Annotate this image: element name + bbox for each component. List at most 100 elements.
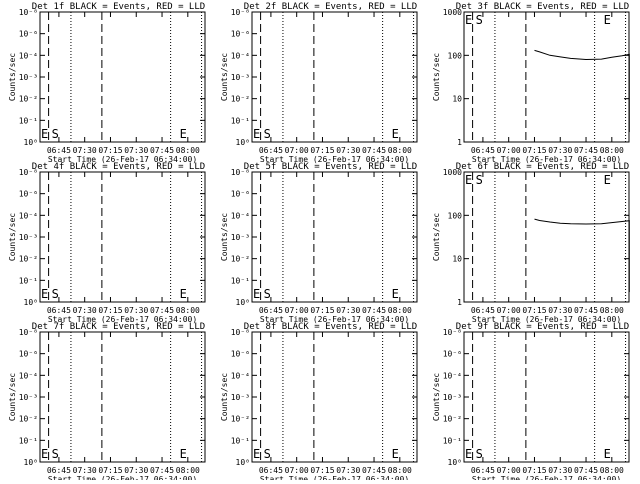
x-tick-label: 06:45: [259, 306, 283, 315]
x-tick-label: 07:00: [497, 146, 521, 155]
x-tick-label: 06:45: [259, 146, 283, 155]
x-tick-label: 06:45: [471, 466, 495, 475]
marker-e-left: E: [41, 447, 48, 461]
chart-title-6: Det 6f BLACK = Events, RED = LLD: [456, 162, 629, 172]
y-tick-label: 10⁻²: [19, 255, 38, 264]
y-tick-label: 10⁰: [236, 298, 250, 307]
x-tick-label: 08:00: [388, 466, 412, 475]
x-tick-label: 07:45: [150, 306, 174, 315]
chart-title-1: Det 1f BLACK = Events, RED = LLD: [32, 2, 205, 12]
x-axis-label: Start Time (26-Feb-17 06:34:00): [260, 155, 409, 164]
y-tick-label: 10⁰: [236, 138, 250, 147]
y-tick-label: 1: [457, 298, 462, 307]
x-tick-label: 08:00: [600, 306, 624, 315]
marker-e-left: E: [253, 287, 260, 301]
x-tick-label: 07:45: [362, 306, 386, 315]
chart-title-2: Det 2f BLACK = Events, RED = LLD: [244, 2, 417, 12]
marker-e-left: E: [41, 287, 48, 301]
marker-e-left: E: [41, 127, 48, 141]
chart-title-5: Det 5f BLACK = Events, RED = LLD: [244, 162, 417, 172]
y-tick-label: 10⁰: [24, 458, 38, 467]
y-tick-label: 10⁻³: [19, 233, 38, 242]
y-tick-label: 10⁻⁴: [231, 51, 250, 60]
y-tick-label: 10⁻⁶: [443, 350, 462, 359]
plot-frame: [251, 171, 418, 303]
x-tick-label: 08:00: [176, 466, 200, 475]
chart-title-4: Det 4f BLACK = Events, RED = LLD: [32, 162, 205, 172]
y-tick-label: 10⁻²: [231, 415, 250, 424]
y-axis-label: Counts/sec: [220, 53, 229, 101]
y-tick-label: 10⁻¹: [231, 436, 250, 445]
chart-title-7: Det 7f BLACK = Events, RED = LLD: [32, 322, 205, 332]
x-tick-label: 07:30: [336, 306, 360, 315]
chart-title-8: Det 8f BLACK = Events, RED = LLD: [244, 322, 417, 332]
x-tick-label: 08:00: [176, 146, 200, 155]
y-tick-label: 10: [452, 95, 462, 104]
x-tick-label: 07:30: [548, 146, 572, 155]
x-tick-label: 07:15: [98, 306, 122, 315]
y-tick-label: 10⁻³: [231, 73, 250, 82]
x-tick-label: 07:30: [124, 146, 148, 155]
marker-e: E: [604, 447, 611, 461]
marker-s: S: [52, 287, 59, 301]
marker-e: E: [604, 173, 611, 187]
y-tick-label: 1000: [443, 8, 462, 17]
marker-e: E: [180, 287, 187, 301]
events-series-line: [534, 49, 630, 132]
marker-e: E: [392, 447, 399, 461]
x-tick-label: 07:45: [150, 146, 174, 155]
x-tick-label: 08:00: [388, 146, 412, 155]
marker-e: E: [392, 287, 399, 301]
y-tick-label: 10⁻²: [19, 95, 38, 104]
x-axis-label: Start Time (26-Feb-17 06:34:00): [260, 315, 409, 324]
y-tick-label: 10⁰: [24, 138, 38, 147]
y-tick-label: 10⁻⁴: [443, 371, 462, 380]
y-tick-label: 10⁻²: [19, 415, 38, 424]
y-tick-label: 10: [452, 255, 462, 264]
marker-s: S: [476, 13, 483, 27]
x-axis-label: Start Time (26-Feb-17 06:34:00): [48, 155, 197, 164]
plot-frame: [39, 171, 206, 303]
y-axis-label: Counts/sec: [8, 53, 17, 101]
x-tick-label: 07:30: [336, 146, 360, 155]
marker-s: S: [264, 127, 271, 141]
x-tick-label: 07:00: [497, 466, 521, 475]
x-tick-label: 07:45: [574, 306, 598, 315]
y-tick-label: 10⁻⁴: [19, 211, 38, 220]
marker-e-left: E: [253, 447, 260, 461]
x-tick-label: 07:45: [574, 466, 598, 475]
plot-frame: [463, 11, 630, 143]
x-tick-label: 07:15: [310, 146, 334, 155]
y-tick-label: 10⁻²: [443, 415, 462, 424]
plot-frame: [251, 331, 418, 463]
x-axis-label: Start Time (26-Feb-17 06:34:00): [260, 475, 409, 480]
chart-title-9: Det 9f BLACK = Events, RED = LLD: [456, 322, 629, 332]
y-tick-label: 10⁻⁶: [231, 190, 250, 199]
marker-s: S: [52, 447, 59, 461]
marker-e: E: [180, 127, 187, 141]
y-tick-label: 10⁻³: [443, 393, 462, 402]
marker-e-left: E: [465, 447, 472, 461]
y-tick-label: 10⁻⁶: [231, 350, 250, 359]
x-axis-label: Start Time (26-Feb-17 06:34:00): [472, 475, 621, 480]
x-tick-label: 06:45: [471, 306, 495, 315]
marker-s: S: [264, 447, 271, 461]
y-tick-label: 10⁻⁸: [19, 168, 38, 177]
y-tick-label: 10⁻⁸: [19, 8, 38, 17]
y-tick-label: 10⁻³: [231, 233, 250, 242]
y-tick-label: 10⁻¹: [19, 276, 38, 285]
y-tick-label: 10⁻¹: [443, 436, 462, 445]
x-tick-label: 06:45: [47, 306, 71, 315]
x-tick-label: 07:15: [310, 306, 334, 315]
plot-frame: [463, 171, 630, 303]
x-tick-label: 08:00: [176, 306, 200, 315]
x-axis-label: Start Time (26-Feb-17 06:34:00): [48, 315, 197, 324]
x-tick-label: 07:30: [124, 306, 148, 315]
y-tick-label: 10⁻⁸: [231, 328, 250, 337]
y-tick-label: 10⁻⁸: [19, 328, 38, 337]
marker-e-left: E: [465, 173, 472, 187]
